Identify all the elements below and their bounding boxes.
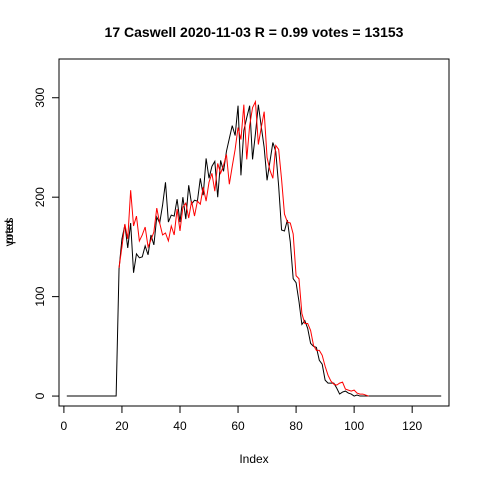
x-axis-label: Index [239,452,268,466]
x-tick-label: 80 [289,419,303,433]
x-tick-label: 120 [402,419,422,433]
y-axis-label: votes pred [2,218,16,247]
series-group [66,99,442,397]
y-tick-label: 100 [33,286,47,306]
series-pred-line [118,99,369,397]
x-tick-label: 0 [61,419,68,433]
y-axis-label-pred: pred [2,220,16,244]
x-tick-label: 40 [173,419,187,433]
x-tick-label: 60 [231,419,245,433]
x-axis: 0 20 40 60 80 100 120 [61,405,423,433]
y-tick-label: 200 [33,187,47,207]
y-tick-label: 0 [33,392,47,399]
x-tick-label: 20 [115,419,129,433]
series-votes-line [66,104,442,397]
y-axis: 0 100 200 300 [33,87,60,399]
x-tick-label: 100 [344,419,364,433]
chart-title: 17 Caswell 2020-11-03 R = 0.99 votes = 1… [105,24,404,40]
y-tick-label: 300 [33,87,47,107]
y-axis-label-votes: votes [2,218,16,247]
